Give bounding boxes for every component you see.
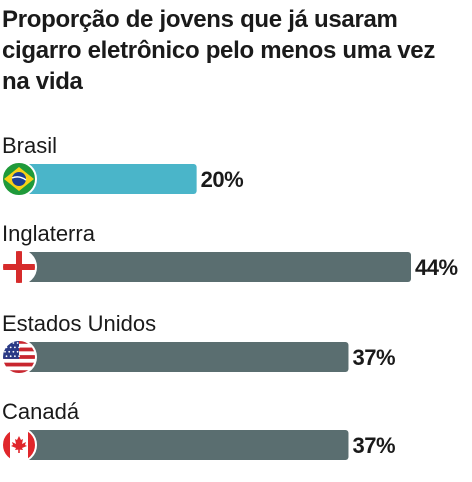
category-label: Canadá bbox=[2, 399, 80, 424]
england-flag-icon bbox=[2, 250, 36, 284]
bar-row: Inglaterra 44% bbox=[2, 221, 458, 284]
value-label: 37% bbox=[352, 345, 395, 370]
usa-flag-icon bbox=[2, 340, 36, 374]
category-label: Inglaterra bbox=[2, 221, 96, 246]
value-label: 37% bbox=[352, 433, 395, 458]
value-label: 20% bbox=[201, 167, 244, 192]
canada-flag-icon bbox=[2, 428, 36, 462]
bar bbox=[18, 342, 348, 372]
category-label: Estados Unidos bbox=[2, 311, 156, 336]
bar-row: Estados Unidos 37% bbox=[2, 311, 395, 374]
bar bbox=[18, 430, 348, 460]
bar bbox=[18, 252, 411, 282]
category-label: Brasil bbox=[2, 133, 57, 158]
bar bbox=[18, 164, 197, 194]
bar-row: Canadá 37% bbox=[2, 399, 395, 462]
value-label: 44% bbox=[415, 255, 458, 280]
brazil-flag-icon bbox=[2, 162, 36, 196]
bar-row: Brasil 20% bbox=[2, 133, 243, 196]
